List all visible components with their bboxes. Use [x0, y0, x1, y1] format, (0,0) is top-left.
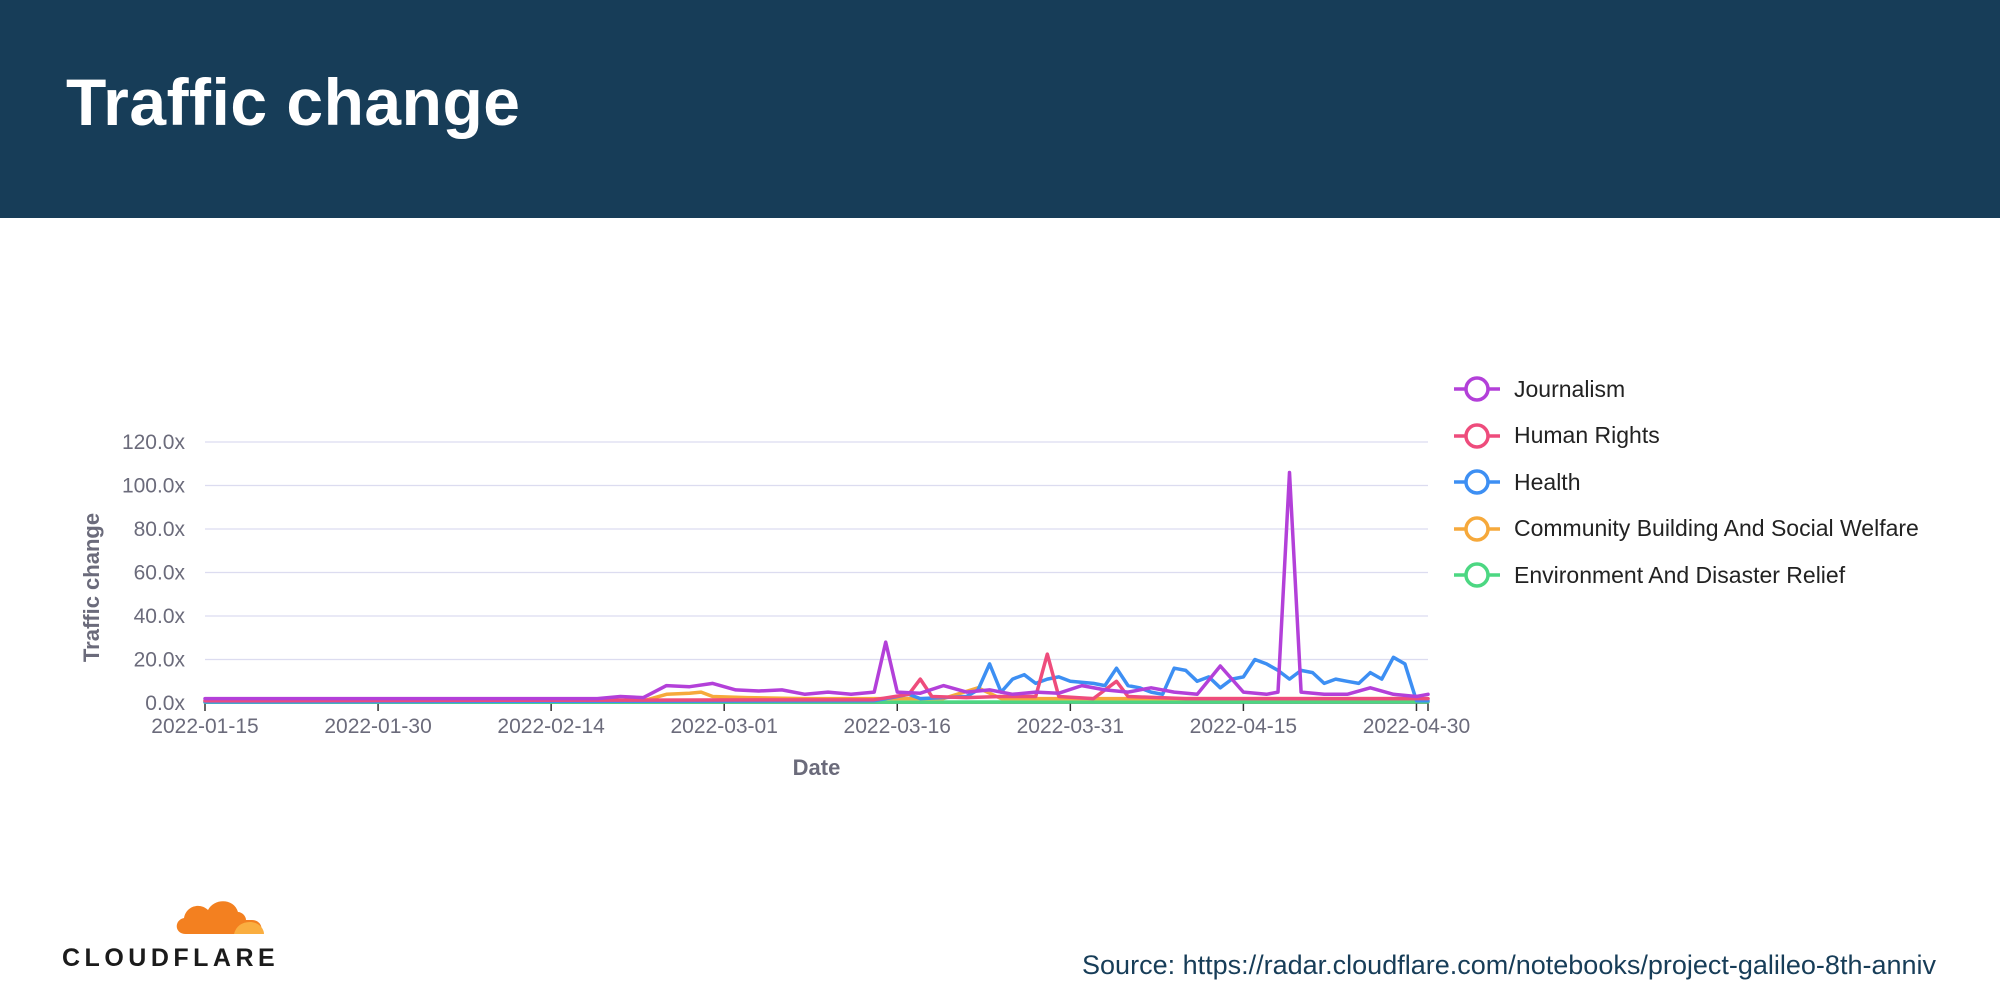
cloud-icon — [176, 901, 264, 934]
y-tick-label: 80.0x — [134, 518, 186, 541]
legend-item[interactable]: Health — [1452, 459, 1919, 506]
legend-label: Human Rights — [1514, 422, 1660, 449]
legend-item[interactable]: Human Rights — [1452, 413, 1919, 460]
x-tick-label: 2022-04-15 — [1190, 715, 1297, 738]
y-tick-label: 0.0x — [145, 692, 185, 715]
y-tick-label: 120.0x — [122, 431, 186, 454]
legend-marker-icon — [1454, 376, 1500, 402]
y-tick-label: 20.0x — [134, 649, 186, 672]
y-axis-title: Traffic change — [79, 513, 104, 662]
page-title: Traffic change — [66, 65, 521, 139]
series-line-2 — [203, 655, 1430, 704]
legend-label: Journalism — [1514, 375, 1626, 402]
series-line-1 — [203, 652, 1430, 703]
legend-marker-icon — [1454, 562, 1500, 588]
source-text: Source: https://radar.cloudflare.com/not… — [1082, 950, 1936, 980]
chart-legend: Journalism Human Rights Health Community Bu… — [1452, 366, 1919, 599]
x-axis-title: Date — [793, 755, 841, 780]
y-tick-label: 100.0x — [122, 475, 186, 498]
x-tick-label: 2022-03-16 — [844, 715, 951, 738]
legend-item[interactable]: Community Building And Social Welfare — [1452, 506, 1919, 553]
legend-marker-icon — [1454, 423, 1500, 449]
x-tick-label: 2022-04-30 — [1363, 715, 1470, 738]
series-line-0 — [203, 470, 1430, 701]
traffic-change-chart: 0.0x 20.0x 40.0x 60.0x 80.0x 100.0x 120.0x 2022… — [79, 431, 1470, 780]
y-tick-label: 60.0x — [134, 562, 186, 585]
x-tick-label: 2022-03-01 — [670, 715, 777, 738]
legend-item[interactable]: Journalism — [1452, 366, 1919, 413]
legend-marker-icon — [1454, 469, 1500, 495]
x-tick-label: 2022-03-31 — [1017, 715, 1124, 738]
legend-label: Health — [1514, 468, 1581, 495]
legend-item[interactable]: Environment And Disaster Relief — [1452, 552, 1919, 599]
logo-text: CLOUDFLARE — [62, 944, 280, 972]
x-tick-label: 2022-01-30 — [324, 715, 431, 738]
legend-label: Environment And Disaster Relief — [1514, 561, 1846, 588]
cloudflare-logo: CLOUDFLARE — [62, 896, 282, 976]
legend-marker-icon — [1454, 516, 1500, 542]
x-tick-label: 2022-02-14 — [497, 715, 605, 738]
header-banner: Traffic change — [0, 0, 2000, 218]
legend-label: Community Building And Social Welfare — [1514, 515, 1919, 542]
x-tick-label: 2022-01-15 — [151, 715, 258, 738]
y-tick-label: 40.0x — [134, 605, 186, 628]
